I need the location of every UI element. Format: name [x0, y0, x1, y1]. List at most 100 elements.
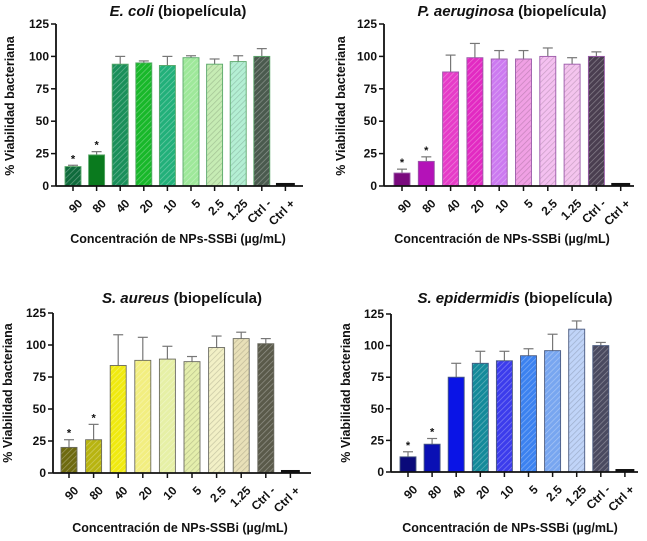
bar-hatch: [135, 360, 151, 473]
panel-s-epidermidis: S. epidermidis (biopelícula) Concentraci…: [339, 290, 638, 535]
bar: [88, 154, 106, 187]
bar: [393, 172, 411, 187]
x-tick-label: 10: [160, 483, 180, 503]
bar-hatch: [110, 365, 126, 473]
y-axis-label: % Viabilidad bacteriana: [339, 322, 353, 462]
y-tick-label: 50: [33, 402, 47, 416]
y-tick-label: 25: [33, 434, 47, 448]
bar-hatch: [564, 64, 580, 186]
panel-title-suffix: (biopelícula): [520, 290, 613, 307]
x-tick-label: 90: [395, 196, 415, 216]
x-tick-label: 40: [444, 196, 464, 216]
x-axis-label: Concentración de NPs-SSBi (µg/mL): [70, 232, 286, 246]
bar-hatch: [593, 346, 609, 472]
x-tick-label: 10: [497, 482, 517, 502]
bar-hatch: [254, 56, 270, 186]
panel-title-suffix: (biopelícula): [514, 3, 607, 20]
y-tick-label: 125: [364, 307, 384, 321]
y-tick-label: 50: [364, 114, 378, 128]
x-tick-label: 40: [111, 483, 131, 503]
bar-hatch: [569, 329, 585, 472]
bar-hatch: [516, 59, 531, 186]
panel-title-species: P. aeruginosa: [418, 3, 514, 20]
y-axis-label: % Viabilidad bacteriana: [334, 35, 348, 175]
bar-hatch: [230, 62, 246, 186]
x-tick-label: Ctrl +: [271, 483, 303, 515]
bar-hatch: [491, 59, 507, 186]
panel-title: E. coli (biopelícula): [110, 3, 247, 20]
x-tick-label: 80: [87, 483, 107, 503]
panel-title-species: S. aureus: [102, 290, 170, 307]
significance-star: *: [67, 428, 72, 440]
x-tick-label: 20: [136, 483, 156, 503]
bar-hatch: [86, 440, 102, 473]
x-tick-label: Ctrl +: [601, 196, 633, 228]
y-tick-label: 75: [36, 82, 50, 96]
y-tick-label: 75: [33, 370, 47, 384]
bar-hatch: [159, 359, 175, 473]
x-tick-label: 5: [189, 196, 204, 211]
panel-title: S. aureus (biopelícula): [102, 290, 262, 307]
y-tick-label: 75: [364, 82, 378, 96]
y-tick-label: 0: [42, 179, 49, 193]
bar: [423, 443, 441, 473]
y-tick-label: 125: [357, 17, 377, 31]
x-tick-label: 5: [521, 196, 536, 211]
x-tick-label: 2.5: [538, 196, 560, 218]
y-tick-label: 25: [36, 147, 50, 161]
x-tick-label: 20: [137, 196, 157, 216]
bar-hatch: [540, 56, 556, 186]
y-axis-label: % Viabilidad bacteriana: [3, 35, 17, 175]
x-tick-label: 2.5: [543, 482, 565, 504]
x-tick-label: 5: [190, 483, 205, 498]
y-tick-label: 125: [26, 306, 46, 320]
bar-hatch: [65, 167, 81, 186]
x-tick-label: Ctrl +: [605, 482, 637, 514]
bar-hatch: [472, 363, 488, 472]
bar-hatch: [521, 356, 536, 472]
significance-star: *: [94, 140, 99, 152]
y-tick-label: 25: [364, 147, 378, 161]
bar-hatch: [233, 339, 249, 473]
panel-title: S. epidermidis (biopelícula): [417, 290, 612, 307]
bar-hatch: [443, 72, 459, 186]
bar-hatch: [159, 65, 175, 186]
bar-hatch: [183, 58, 199, 186]
y-tick-label: 50: [371, 402, 385, 416]
panel-title-suffix: (biopelícula): [154, 3, 247, 20]
x-tick-label: 2.5: [207, 483, 229, 505]
y-tick-label: 25: [371, 433, 385, 447]
y-tick-label: 0: [39, 466, 46, 480]
panel-title: P. aeruginosa (biopelícula): [418, 3, 607, 20]
bar-hatch: [496, 361, 512, 472]
significance-star: *: [424, 145, 429, 157]
bar-hatch: [207, 64, 223, 186]
panel-s-aureus: S. aureus (biopelícula) Concentración de…: [1, 290, 311, 535]
x-tick-label: 10: [160, 196, 180, 216]
panel-title-species: E. coli: [110, 3, 155, 20]
x-tick-label: 10: [492, 196, 512, 216]
bar-hatch: [61, 447, 77, 473]
y-tick-label: 100: [29, 49, 49, 63]
x-tick-label: 20: [473, 482, 493, 502]
y-tick-label: 0: [377, 465, 384, 479]
x-axis-label: Concentración de NPs-SSBi (µg/mL): [394, 232, 610, 246]
panel-title-species: S. epidermidis: [417, 290, 520, 307]
bar: [447, 376, 465, 473]
x-axis-label: Concentración de NPs-SSBi (µg/mL): [402, 521, 618, 535]
bar-hatch: [588, 56, 604, 186]
x-tick-label: 5: [526, 482, 541, 497]
x-tick-label: 80: [419, 196, 439, 216]
panel-title-suffix: (biopelícula): [170, 290, 263, 307]
x-tick-label: 80: [425, 482, 445, 502]
panel-p-aeruginosa: P. aeruginosa (biopelícula) Concentració…: [334, 3, 634, 246]
y-tick-label: 0: [370, 179, 377, 193]
significance-star: *: [406, 440, 411, 452]
y-tick-label: 50: [36, 114, 50, 128]
x-tick-label: 90: [62, 483, 82, 503]
panel-e-coli: E. coli (biopelícula) Concentración de N…: [3, 3, 303, 246]
